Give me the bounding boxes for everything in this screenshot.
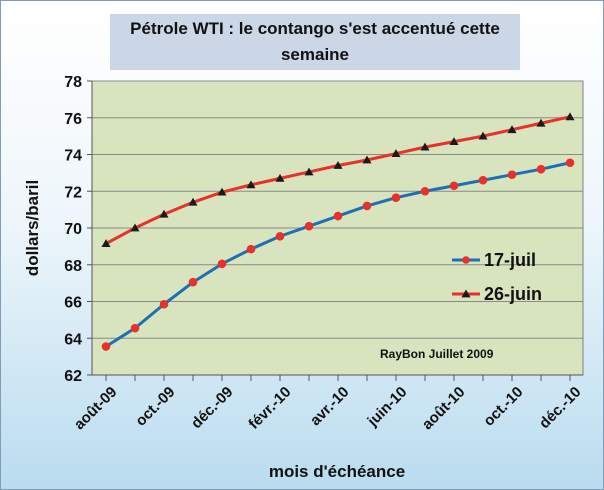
data-point [130,223,140,232]
data-point [333,211,343,221]
legend-label: 26-juin [484,284,542,304]
data-point [130,323,140,333]
data-point [536,164,546,174]
x-tick-label: oct.-10 [480,384,526,430]
x-tick-label: déc.-09 [188,384,237,433]
legend-marker [462,256,470,264]
y-tick-label: 66 [64,295,82,312]
source-annotation: RayBon Juillet 2009 [380,347,494,361]
data-point [246,180,256,189]
y-tick-label: 78 [64,74,82,91]
y-axis-label: dollars/baril [23,180,42,276]
data-point [362,201,372,211]
data-point [420,186,430,196]
x-tick-label: févr.-10 [245,384,294,433]
y-tick-label: 72 [64,184,82,201]
data-point [188,197,198,206]
data-point [420,142,430,151]
data-point [275,231,285,241]
y-tick-label: 74 [64,148,82,165]
data-point [391,149,401,157]
data-point [101,239,111,247]
chart-title: Pétrole WTI : le contango s'est accentué… [110,14,520,70]
data-point [449,181,459,191]
data-point [217,187,227,196]
data-point [333,161,343,169]
data-point [101,342,111,351]
data-point [536,118,546,127]
x-tick-label: août-10 [419,384,469,434]
y-tick-label: 70 [64,221,82,238]
data-point [159,299,169,309]
legend-marker [461,289,471,298]
x-tick-label: juin-10 [364,384,411,431]
gridlines [87,80,583,376]
data-point [304,167,314,176]
x-tick-labels: août-09 oct.-09 déc.-09 févr.-10 avr.-10 juin… [71,384,585,434]
y-tick-label: 64 [64,331,82,348]
data-point [565,112,575,121]
y-tick-label: 76 [64,111,82,128]
x-tick-label: avr.-10 [307,384,353,430]
data-point [449,137,459,146]
data-point [362,155,372,164]
data-point [159,209,169,218]
data-point [246,244,256,254]
legend: 17-juil 26-juin [452,250,542,304]
data-point [478,175,488,185]
data-point [217,259,227,269]
x-tick-label: déc.-10 [536,384,585,433]
y-tick-label: 62 [64,368,82,385]
data-point [391,193,401,202]
y-tick-labels: 62 64 66 68 70 72 74 76 78 [64,74,82,385]
data-point [275,173,285,182]
data-point [188,277,198,287]
x-tick-label: oct.-09 [132,384,178,430]
x-axis-label: mois d'échéance [269,462,405,481]
series-layer [101,112,575,351]
data-point [507,125,517,134]
axes [91,81,583,381]
data-point [507,170,517,180]
data-point [478,131,488,140]
data-point [304,221,314,231]
legend-label: 17-juil [484,250,536,270]
y-tick-label: 68 [64,258,82,275]
x-tick-label: août-09 [71,384,121,434]
data-point [565,158,575,168]
